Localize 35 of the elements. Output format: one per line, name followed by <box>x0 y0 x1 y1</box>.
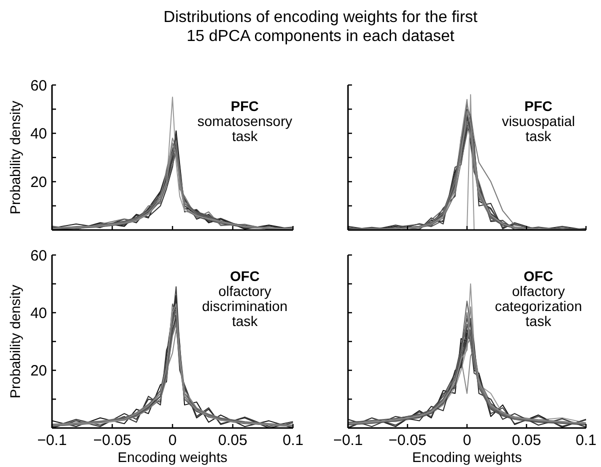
x-tick-label: −0.05 <box>388 432 426 449</box>
x-axis-title: Encoding weights <box>412 449 522 465</box>
annotation: somatosensory <box>197 113 292 129</box>
y-tick-label: 60 <box>30 77 47 94</box>
x-tick-label: −0.1 <box>333 432 363 449</box>
x-tick-label: −0.1 <box>37 432 67 449</box>
x-tick-label: 0.1 <box>576 432 596 449</box>
x-tick-label: 0.05 <box>512 432 542 449</box>
x-tick-label: 0.1 <box>282 432 304 449</box>
annotation: task <box>232 128 259 144</box>
annotation: olfactory <box>218 283 272 299</box>
annotation: OFC <box>230 268 260 284</box>
annotation: PFC <box>230 98 259 114</box>
x-tick-label: 0.05 <box>218 432 248 449</box>
annotation: task <box>232 313 259 329</box>
annotation: task <box>526 128 552 144</box>
annotation: PFC <box>524 98 552 114</box>
y-axis-title: Probability density <box>7 100 23 214</box>
x-tick-label: −0.05 <box>93 432 132 449</box>
chart-title: Distributions of encoding weights for the first 15 dPCA components in each dataset <box>164 9 478 45</box>
y-tick-label: 40 <box>30 304 47 322</box>
y-tick-label: 20 <box>30 362 47 380</box>
x-tick-label: 0 <box>168 432 177 449</box>
y-axis-title: Probability density <box>7 284 23 398</box>
x-tick-label: 0 <box>462 432 472 449</box>
x-axis-title: Encoding weights <box>118 449 228 465</box>
annotation: OFC <box>524 268 554 284</box>
y-tick-label: 20 <box>30 174 47 191</box>
annotation: categorization <box>494 298 582 314</box>
annotation: visuospatial <box>502 113 575 129</box>
y-tick-label: 40 <box>30 126 47 143</box>
y-tick-label: 60 <box>30 247 47 264</box>
annotation: discrimination <box>202 298 288 314</box>
annotation: task <box>526 313 552 329</box>
annotation: olfactory <box>512 283 565 299</box>
